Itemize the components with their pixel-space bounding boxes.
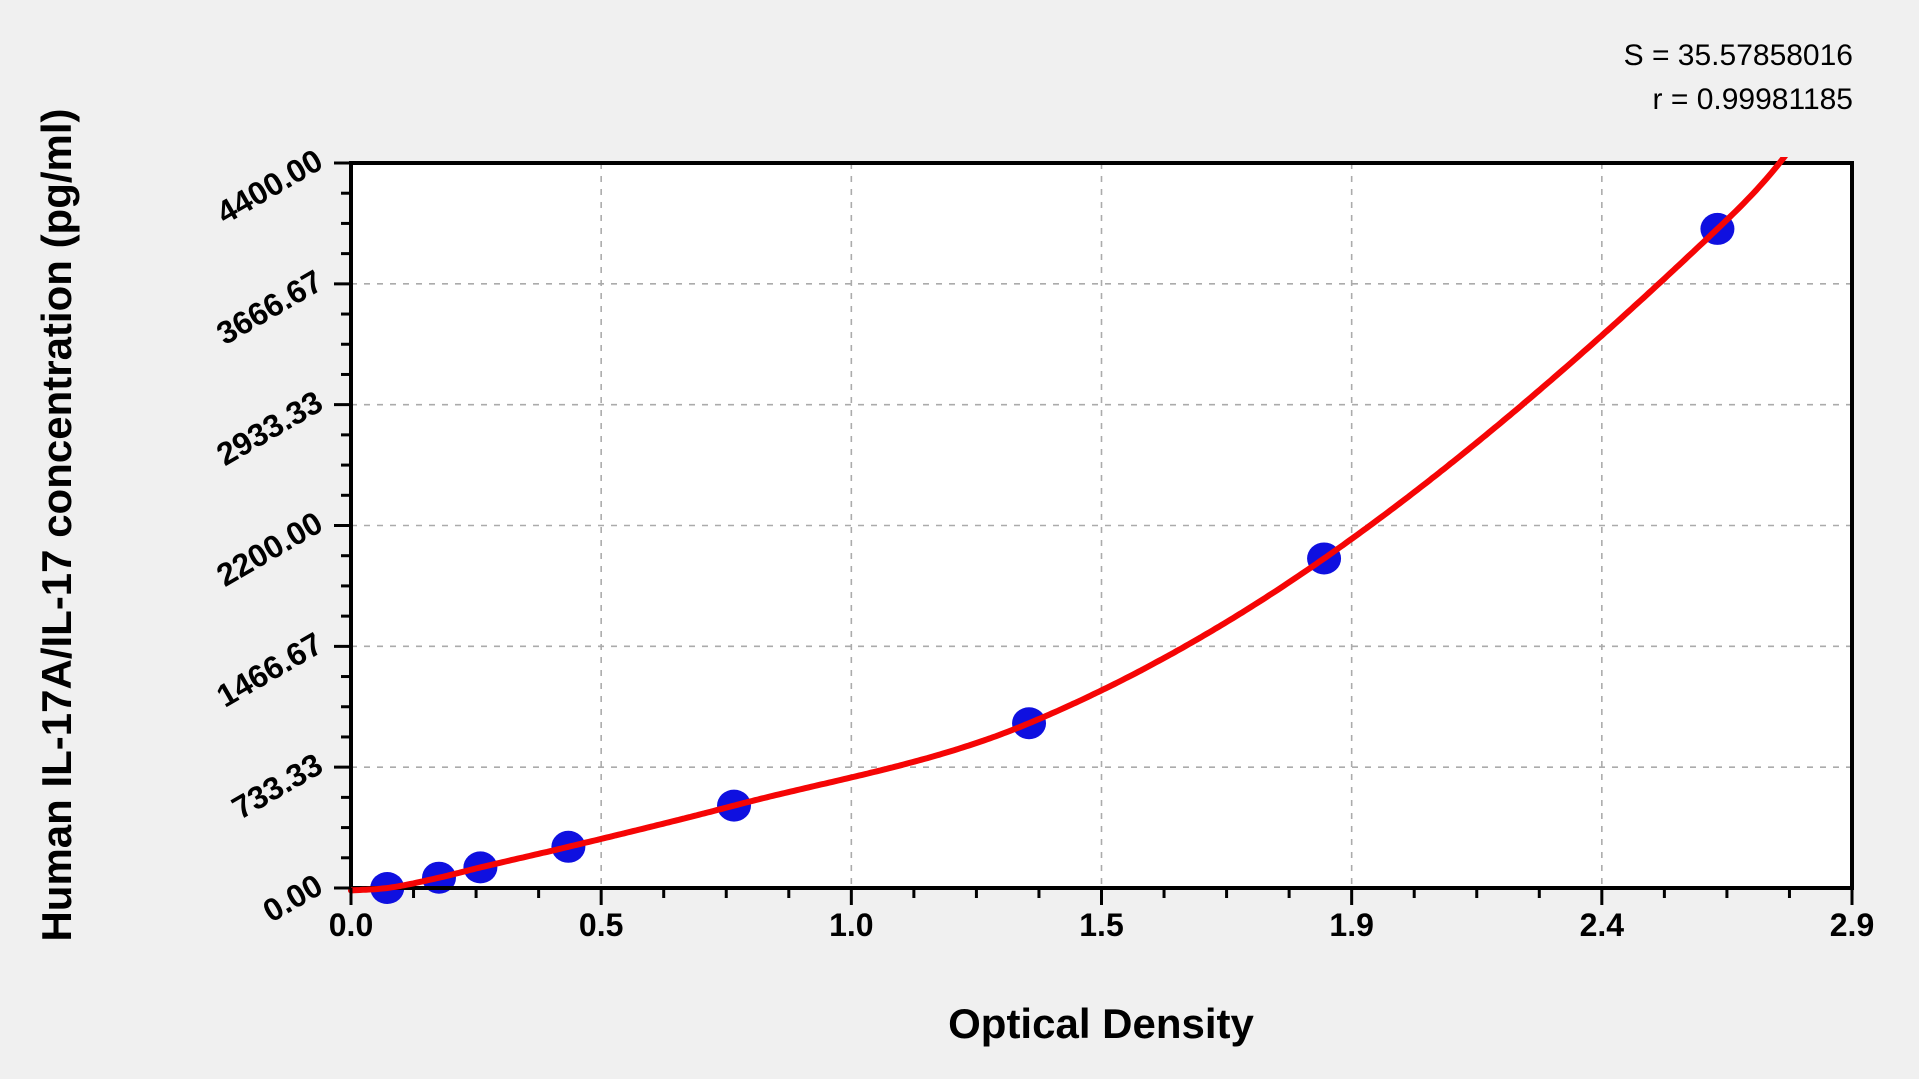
y-tick-label: 3666.67 [210,263,328,352]
x-tick-label: 1.9 [1329,907,1373,943]
x-tick-label: 1.0 [829,907,873,943]
fitted-curve [348,157,1789,894]
y-tick-label: 1466.67 [210,625,328,714]
y-tick-label: 2200.00 [210,504,328,593]
x-tick-label: 2.4 [1580,907,1625,943]
y-tick-labels: 0.00 733.33 1466.67 2200.00 2933.33 3666.67 44… [210,142,328,929]
y-tick-label: 4400.00 [210,142,328,231]
fit-statistics: S = 35.57858016 r = 0.99981185 [1624,34,1853,122]
fit-s-value: S = 35.57858016 [1623,39,1853,72]
gridlines [351,163,1852,888]
x-axis-title: Optical Density [948,1000,1254,1047]
axis-ticks [334,161,1854,905]
x-tick-label: 1.5 [1079,907,1123,943]
y-tick-label: 2933.33 [210,384,328,473]
x-tick-label: 0.5 [579,907,623,943]
y-tick-label: 733.33 [226,746,329,826]
fit-r-value: r = 0.99981185 [1652,83,1853,116]
y-tick-label: 0.00 [257,867,329,929]
x-tick-label: 0.0 [329,907,373,943]
x-tick-labels: 0.0 0.5 1.0 1.5 1.9 2.4 2.9 [329,907,1874,943]
x-tick-label: 2.9 [1830,907,1874,943]
